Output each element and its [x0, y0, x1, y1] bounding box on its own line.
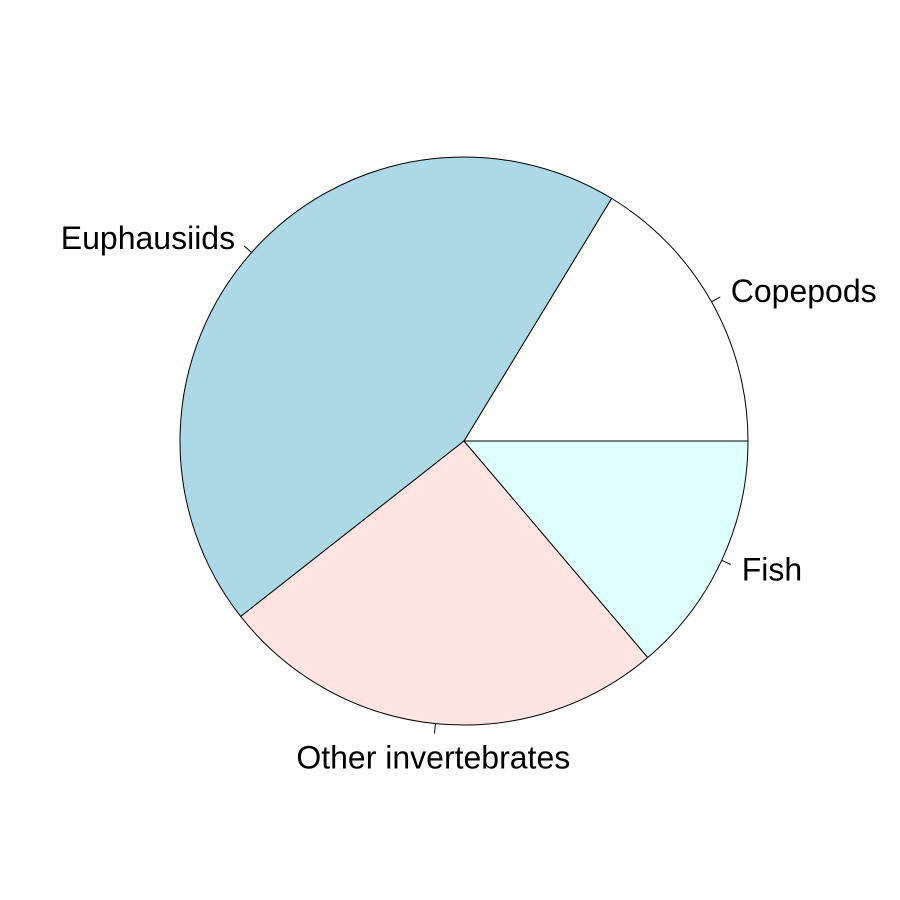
- slice-label-euphausiids: Euphausiids: [61, 220, 235, 256]
- slice-label-fish: Fish: [742, 552, 802, 588]
- label-tick-copepods: [711, 296, 721, 303]
- label-tick-fish: [721, 559, 732, 565]
- slice-label-copepods: Copepods: [731, 273, 877, 309]
- slice-label-other-invertebrates: Other invertebrates: [296, 740, 570, 776]
- label-tick-euphausiids: [243, 245, 252, 253]
- pie-slice-other-invertebrates: [239, 440, 649, 726]
- pie-slice-copepods: [463, 197, 749, 442]
- label-tick-other-invertebrates: [433, 723, 436, 734]
- pie-slice-euphausiids: [179, 156, 613, 618]
